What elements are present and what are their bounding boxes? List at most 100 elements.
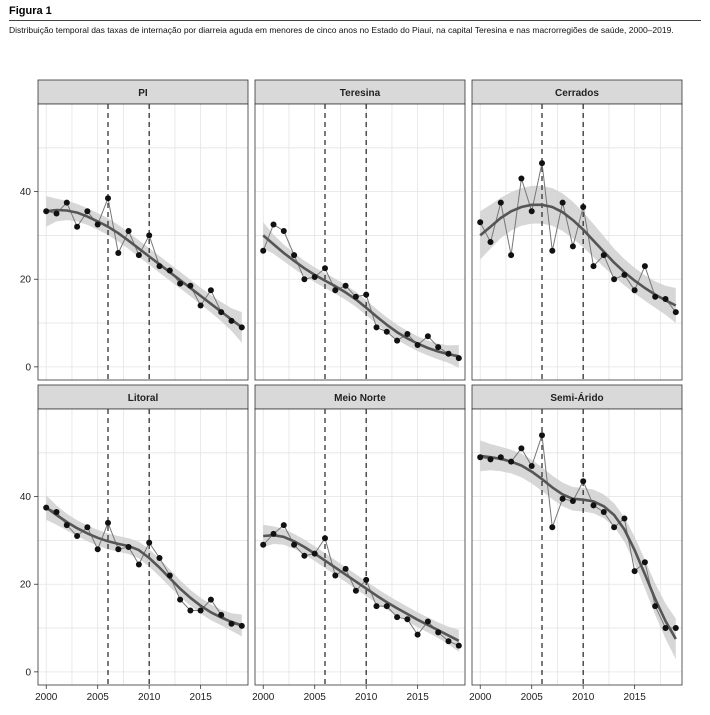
data-point: [166, 572, 173, 579]
data-point: [631, 287, 638, 294]
data-point: [508, 252, 515, 259]
facet-panel: Semi-Árido 2000 2005 2010 2015: [469, 384, 683, 703]
data-point: [539, 432, 545, 439]
data-point: [125, 228, 132, 234]
data-point: [487, 456, 494, 463]
plot-area: [255, 409, 465, 685]
data-point: [383, 328, 390, 335]
facet-strip: [37, 79, 249, 105]
data-point: [445, 350, 452, 357]
trend-line: [45, 506, 243, 627]
data-point: [363, 576, 370, 583]
x-tick-label: 2015: [190, 692, 213, 703]
x-tick-label: 2000: [35, 692, 58, 703]
data-point: [424, 333, 431, 340]
y-tick-label: 20: [20, 580, 32, 591]
data-point: [270, 221, 277, 228]
confidence-band: [263, 222, 459, 368]
data-point: [611, 276, 618, 283]
data-point: [280, 522, 287, 529]
trend-line: [263, 533, 460, 642]
data-point: [135, 252, 142, 259]
facet-title: PI: [138, 88, 148, 99]
data-point: [352, 293, 359, 300]
data-point: [238, 324, 245, 331]
data-point: [662, 625, 669, 631]
y-tick-label: 40: [20, 187, 32, 198]
x-tick-label: 2010: [138, 692, 161, 703]
data-point: [528, 208, 535, 215]
data-point: [363, 291, 370, 298]
data-point: [455, 642, 462, 649]
data-point: [590, 502, 597, 509]
data-point: [84, 524, 91, 531]
data-point: [156, 263, 163, 270]
data-point: [74, 223, 81, 230]
data-point: [621, 271, 628, 278]
data-point: [455, 355, 462, 362]
data-point: [177, 280, 184, 287]
data-point: [94, 546, 101, 553]
data-point: [672, 625, 679, 631]
data-point: [600, 252, 607, 259]
data-point: [621, 515, 628, 522]
series-line: [46, 196, 243, 328]
y-tick-label: 40: [20, 492, 32, 503]
data-point: [559, 199, 566, 206]
data-point: [424, 618, 431, 625]
figure-caption: Distribuição temporal das taxas de inter…: [9, 25, 674, 35]
data-point: [105, 195, 111, 202]
data-point: [539, 160, 545, 167]
x-tick-label: 2000: [469, 692, 492, 703]
data-point: [105, 519, 111, 526]
data-point: [332, 287, 339, 294]
data-point: [600, 509, 607, 515]
data-point: [332, 572, 339, 579]
facet-title: Litoral: [128, 393, 159, 404]
data-point: [569, 243, 576, 250]
plot-area: [255, 104, 465, 380]
data-point: [43, 504, 50, 511]
data-point: [166, 267, 173, 274]
data-point: [84, 208, 91, 215]
data-point: [238, 622, 245, 629]
facet-title: Semi-Árido: [550, 391, 603, 404]
data-point: [291, 252, 298, 259]
facet-panel: PI 0 20 40: [20, 79, 249, 381]
panel-border: [37, 408, 249, 686]
data-point: [53, 210, 60, 217]
data-point: [228, 620, 235, 627]
data-point: [373, 603, 380, 610]
facet-panel: Litoral 0 20 40 2000 2005 2010 2015: [20, 384, 249, 703]
facet-title: Meio Norte: [334, 393, 386, 404]
facet-strip: [37, 384, 249, 410]
data-point: [187, 607, 194, 614]
trend-line: [46, 208, 243, 329]
data-point: [207, 596, 214, 603]
data-point: [569, 498, 576, 504]
data-point: [477, 219, 484, 226]
data-point: [394, 614, 401, 621]
data-point: [74, 533, 81, 539]
figure-divider: [9, 20, 701, 21]
data-point: [311, 274, 318, 280]
data-point: [528, 463, 535, 469]
data-point: [301, 552, 308, 559]
data-point: [435, 629, 442, 636]
data-point: [404, 331, 411, 337]
data-point: [549, 524, 556, 531]
x-tick-label: 2005: [87, 692, 110, 703]
data-point: [125, 544, 132, 550]
x-tick-label: 2005: [521, 692, 544, 703]
data-point: [146, 232, 153, 239]
data-point: [373, 324, 380, 331]
data-point: [260, 247, 267, 254]
facet-strip: [471, 384, 683, 410]
data-point: [342, 282, 349, 289]
data-point: [342, 565, 349, 572]
data-point: [260, 541, 267, 548]
data-point: [301, 276, 308, 283]
x-tick-label: 2010: [572, 692, 595, 703]
data-point: [590, 263, 597, 270]
